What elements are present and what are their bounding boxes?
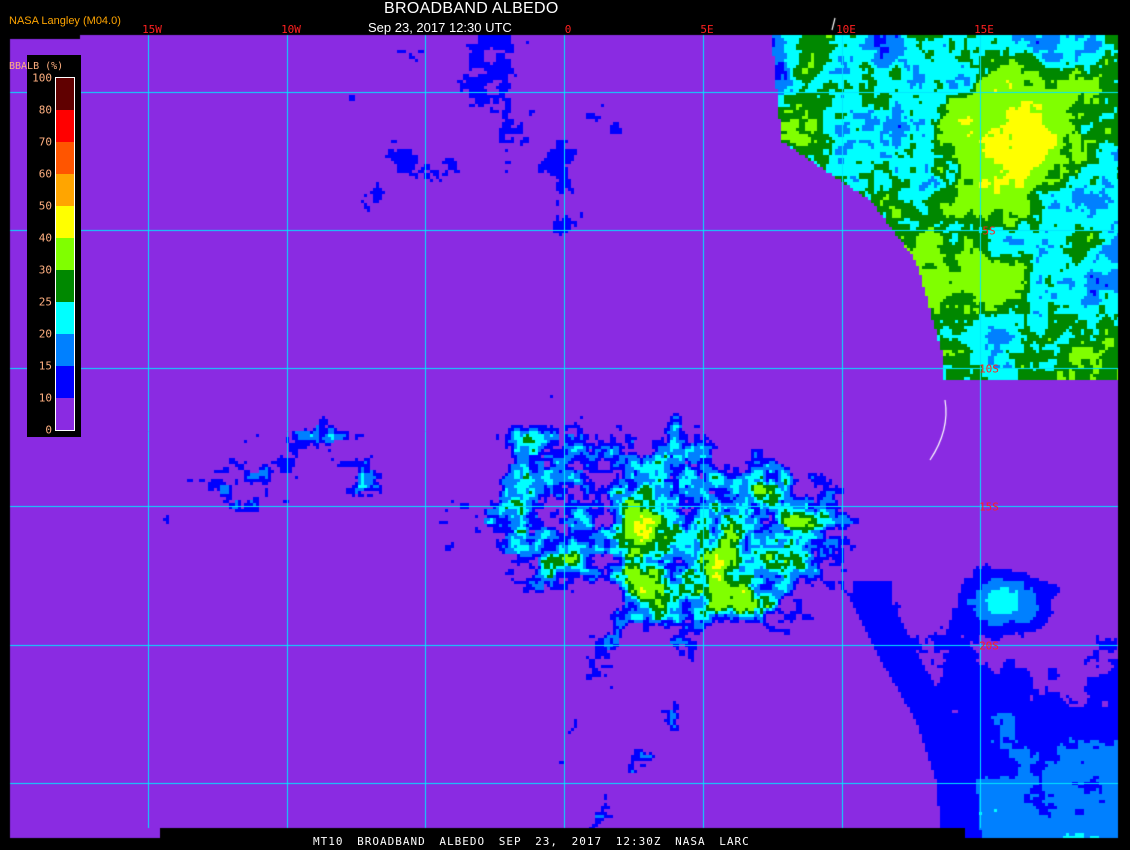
legend-tick-label: 70	[38, 135, 52, 149]
legend-tick-label: 25	[38, 295, 52, 309]
latitude-label: 5S	[982, 224, 996, 238]
color-legend	[27, 55, 81, 437]
longitude-label: 0	[564, 23, 572, 36]
map-title: BROADBAND ALBEDO	[384, 0, 559, 17]
colorbar-bin	[56, 142, 74, 174]
colorbar-bin	[56, 398, 74, 430]
longitude-label: 15W	[142, 23, 162, 36]
latitude-label: 10S	[979, 362, 999, 376]
legend-tick-label: 40	[38, 231, 52, 245]
legend-tick-label: 10	[38, 391, 52, 405]
colorbar-bin	[56, 302, 74, 334]
legend-tick-label: 15	[38, 359, 52, 373]
legend-tick-label: 20	[38, 327, 52, 341]
colorbar-bin	[56, 366, 74, 398]
longitude-label: 10W	[281, 23, 301, 36]
latitude-label: 15S	[979, 500, 999, 514]
colorbar-bin	[56, 174, 74, 206]
longitude-label: 15E	[974, 23, 994, 36]
latitude-label: 20S	[979, 639, 999, 653]
colorbar-bin	[56, 238, 74, 270]
legend-tick-label: 50	[38, 199, 52, 213]
legend-tick-label: 80	[38, 103, 52, 117]
longitude-label: 5E	[700, 23, 714, 36]
legend-tick-label: 0	[45, 423, 52, 437]
footer-caption: MT10 BROADBAND ALBEDO SEP 23, 2017 12:30…	[313, 835, 750, 848]
colorbar-bin	[56, 110, 74, 142]
colorbar-bin	[56, 206, 74, 238]
colorbar-bin	[56, 78, 74, 110]
producer-label: NASA Langley (M04.0)	[9, 15, 121, 27]
legend-tick-label: 30	[38, 263, 52, 277]
map-datetime: Sep 23, 2017 12:30 UTC	[368, 20, 512, 35]
colorbar-bin	[56, 334, 74, 366]
legend-tick-label: 100	[32, 71, 52, 85]
colorbar-bin	[56, 270, 74, 302]
legend-title: BBALB (%)	[9, 61, 64, 72]
longitude-label: 10E	[836, 23, 856, 36]
colorbar	[55, 77, 75, 431]
legend-tick-label: 60	[38, 167, 52, 181]
